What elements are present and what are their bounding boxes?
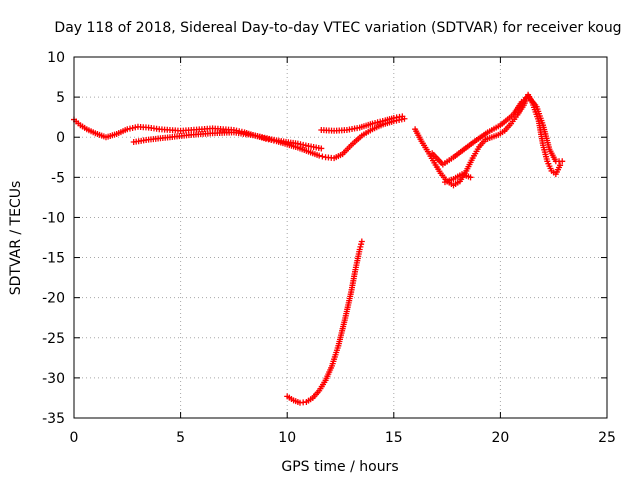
data-point xyxy=(316,152,323,159)
grid-layer xyxy=(74,57,607,418)
series-afternoon-upper xyxy=(429,93,566,168)
series-afternoon-lower xyxy=(441,171,474,186)
series-upper-arc xyxy=(71,115,408,162)
x-axis-label: GPS time / hours xyxy=(281,459,398,475)
data-layer xyxy=(71,91,566,406)
series-negative-branch xyxy=(284,238,365,406)
x-tick-label: 0 xyxy=(70,430,79,446)
data-point xyxy=(557,162,564,169)
data-point xyxy=(559,158,566,165)
y-tick-label: 0 xyxy=(56,130,65,146)
series-mid-branch xyxy=(318,113,406,134)
data-point xyxy=(467,174,474,181)
y-tick-label: -30 xyxy=(42,371,65,387)
data-point xyxy=(357,243,364,250)
data-point xyxy=(356,246,363,253)
data-point xyxy=(358,238,365,245)
y-tick-label: -5 xyxy=(51,170,65,186)
x-tick-label: 20 xyxy=(491,430,509,446)
x-tick-label: 15 xyxy=(385,430,403,446)
x-tick-label: 25 xyxy=(598,430,616,446)
y-tick-label: -35 xyxy=(42,411,65,427)
data-point xyxy=(319,153,326,160)
y-tick-label: -25 xyxy=(42,331,65,347)
x-tick-label: 5 xyxy=(176,430,185,446)
data-point xyxy=(399,113,406,120)
tick-layer: 0 5 10 15 20 25 10 5 0 -5 -10 -15 -20 -25 -30 -35 xyxy=(42,50,616,446)
plot-frame xyxy=(73,56,608,419)
y-axis-label: SDTVAR / TECUs xyxy=(8,181,24,296)
x-tick-label: 10 xyxy=(278,430,296,446)
y-tick-label: -10 xyxy=(42,210,65,226)
series-lower-arc xyxy=(130,129,325,152)
y-tick-label: 5 xyxy=(56,90,65,106)
data-point xyxy=(318,145,325,152)
y-tick-label: -20 xyxy=(42,291,65,307)
y-tick-label: 10 xyxy=(47,50,65,66)
chart-title: Day 118 of 2018, Sidereal Day-to-day VTE… xyxy=(54,20,621,36)
y-tick-label: -15 xyxy=(42,251,65,267)
series-afternoon-dip xyxy=(412,91,564,189)
data-point xyxy=(358,241,365,248)
